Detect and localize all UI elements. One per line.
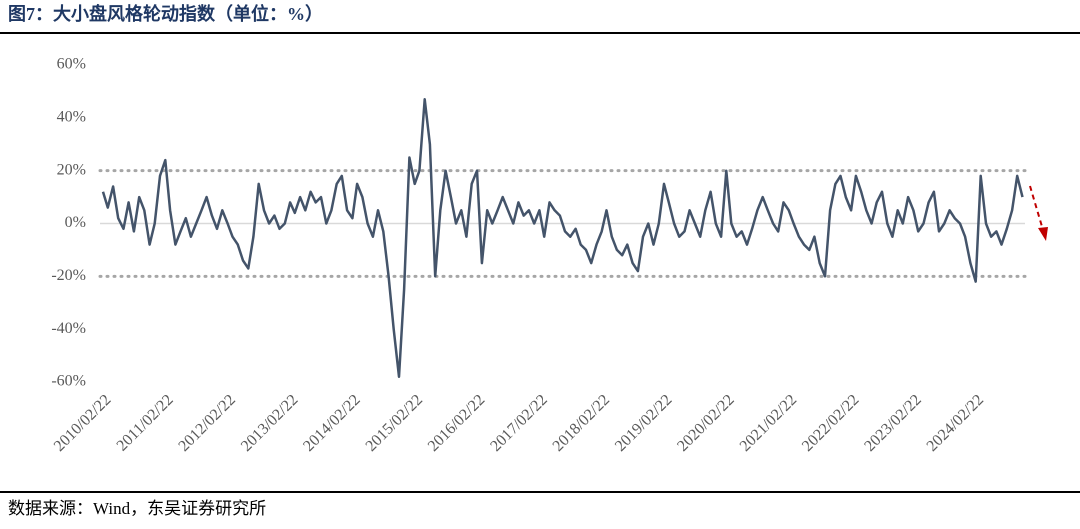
x-tick-label: 2018/02/22 <box>550 391 614 455</box>
x-tick-label: 2016/02/22 <box>425 391 489 455</box>
x-tick-label: 2024/02/22 <box>924 391 988 455</box>
x-tick-label: 2011/02/22 <box>114 391 177 454</box>
y-tick-label: -20% <box>51 267 86 284</box>
y-tick-label: 40% <box>57 109 86 126</box>
x-tick-label: 2012/02/22 <box>175 391 239 455</box>
x-tick-label: 2014/02/22 <box>300 391 364 455</box>
y-tick-label: -60% <box>51 373 86 390</box>
series-line <box>101 98 1024 378</box>
y-tick-label: 60% <box>57 56 86 73</box>
x-tick-label: 2021/02/22 <box>737 391 801 455</box>
x-tick-label: 2013/02/22 <box>238 391 302 455</box>
source: 数据来源：Wind，东吴证券研究所 <box>8 499 266 518</box>
x-tick-label: 2019/02/22 <box>612 391 676 455</box>
x-tick-label: 2023/02/22 <box>861 391 925 455</box>
x-tick-label: 2015/02/22 <box>363 391 427 455</box>
x-tick-label: 2022/02/22 <box>799 391 863 455</box>
y-tick-label: 20% <box>57 161 86 178</box>
trend-arrow <box>1029 185 1044 231</box>
x-tick-label: 2020/02/22 <box>674 391 738 455</box>
chart-title: 图7：大小盘风格轮动指数（单位：%） <box>8 3 323 24</box>
trend-arrow-head <box>1038 227 1048 241</box>
y-tick-label: 0% <box>65 214 86 231</box>
x-tick-label: 2010/02/22 <box>51 391 115 455</box>
x-tick-label: 2017/02/22 <box>487 391 551 455</box>
y-tick-label: -40% <box>51 320 86 337</box>
